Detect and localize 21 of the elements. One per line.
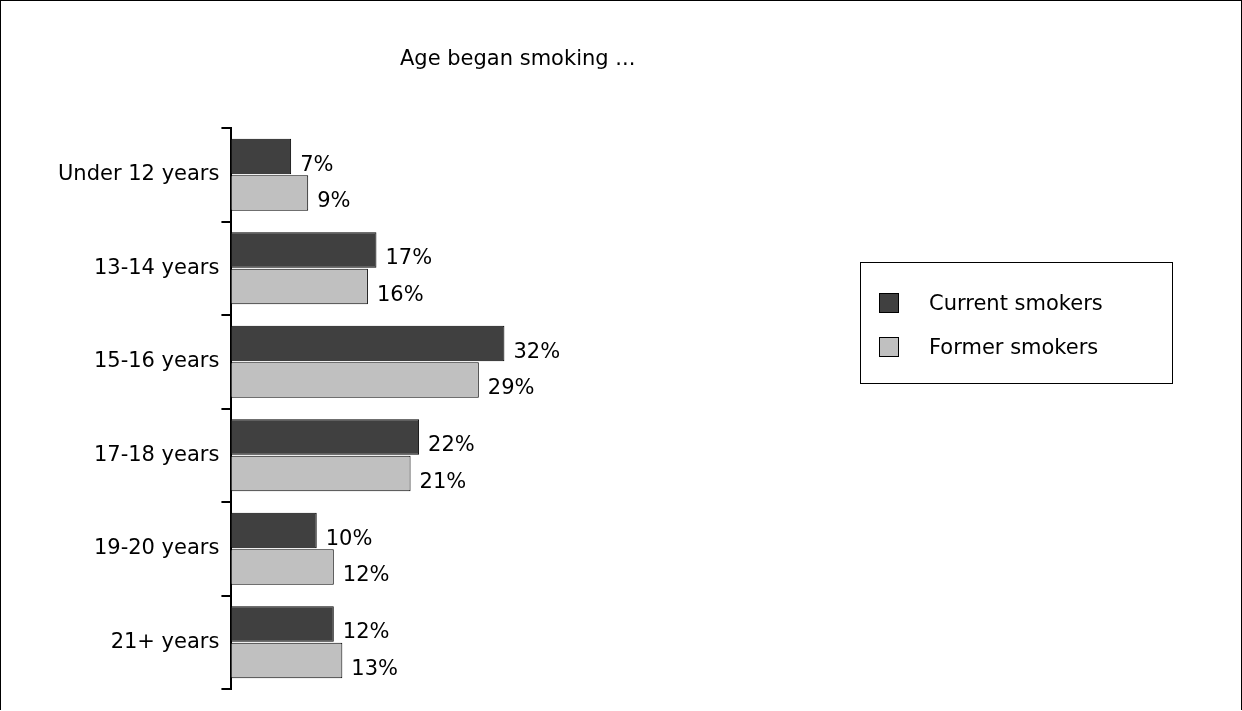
data-label: 7% (300, 151, 334, 176)
data-label: 22% (428, 432, 475, 457)
data-label: 10% (325, 525, 373, 550)
legend-label: Former smokers (929, 335, 1099, 359)
data-label: 21% (419, 468, 467, 493)
data-label: 12% (342, 562, 390, 587)
legend-label: Current smokers (929, 291, 1103, 315)
y-tick-label: 21+ years (110, 628, 220, 653)
chart-title: Age began smoking ... (400, 46, 636, 70)
data-label: 32% (513, 338, 561, 363)
y-tick-label: 17-18 years (93, 441, 220, 466)
y-tick-label: 13-14 years (93, 254, 220, 279)
data-label: 13% (351, 655, 399, 680)
data-label: 29% (487, 375, 535, 400)
y-tick-label: 15-16 years (93, 348, 220, 373)
y-tick-label: 19-20 years (93, 535, 220, 560)
data-label: 9% (317, 188, 351, 213)
data-label: 12% (342, 619, 390, 644)
data-label: 17% (385, 245, 433, 270)
y-tick-label: Under 12 years (57, 161, 220, 186)
data-label: 16% (376, 281, 424, 306)
